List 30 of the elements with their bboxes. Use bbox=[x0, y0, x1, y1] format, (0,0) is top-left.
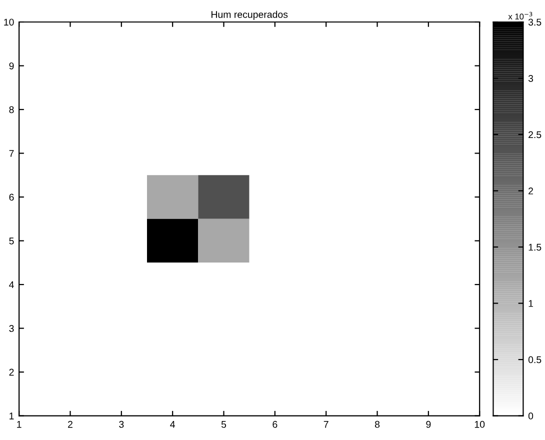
chart-title: Hum recuperados bbox=[212, 10, 288, 20]
color-bar-label: 0.5 bbox=[528, 356, 542, 364]
y-tick-label: 5 bbox=[9, 238, 14, 244]
x-tick-label: 2 bbox=[68, 420, 72, 428]
y-tick-label: 6 bbox=[9, 194, 14, 201]
color-bar-label: 2.5 bbox=[528, 131, 542, 138]
y-tick-label: 1 bbox=[10, 412, 14, 420]
color-bar-label: 3.5 bbox=[528, 18, 542, 26]
x-tick-label: 5 bbox=[221, 421, 226, 428]
x-tick-label: 6 bbox=[272, 420, 278, 428]
x-tick-label: 3 bbox=[119, 420, 124, 428]
color-bar-label: 0 bbox=[528, 412, 534, 420]
color-bar-title: x 10$^{−3}$ bbox=[508, 12, 532, 20]
color-bar-label: 1.5 bbox=[528, 244, 542, 251]
y-tick-label: 7 bbox=[9, 150, 14, 157]
y-tick-label: 2 bbox=[9, 368, 14, 376]
y-tick-label: 10 bbox=[4, 18, 14, 26]
y-tick-label: 9 bbox=[9, 62, 14, 70]
x-tick-label: 8 bbox=[374, 420, 380, 428]
color-bar-label: 1 bbox=[528, 300, 533, 307]
x-tick-label: 9 bbox=[426, 420, 431, 428]
color-bar-label: 2 bbox=[528, 188, 533, 194]
x-tick-label: 10 bbox=[474, 420, 485, 428]
y-tick-label: 4 bbox=[9, 281, 14, 288]
color-bar-label: 3 bbox=[528, 74, 534, 82]
x-tick-label: 1 bbox=[17, 421, 22, 428]
y-tick-label: 8 bbox=[9, 106, 14, 114]
x-tick-label: 4 bbox=[170, 421, 176, 428]
x-tick-label: 7 bbox=[324, 421, 328, 428]
y-tick-label: 3 bbox=[9, 325, 14, 332]
